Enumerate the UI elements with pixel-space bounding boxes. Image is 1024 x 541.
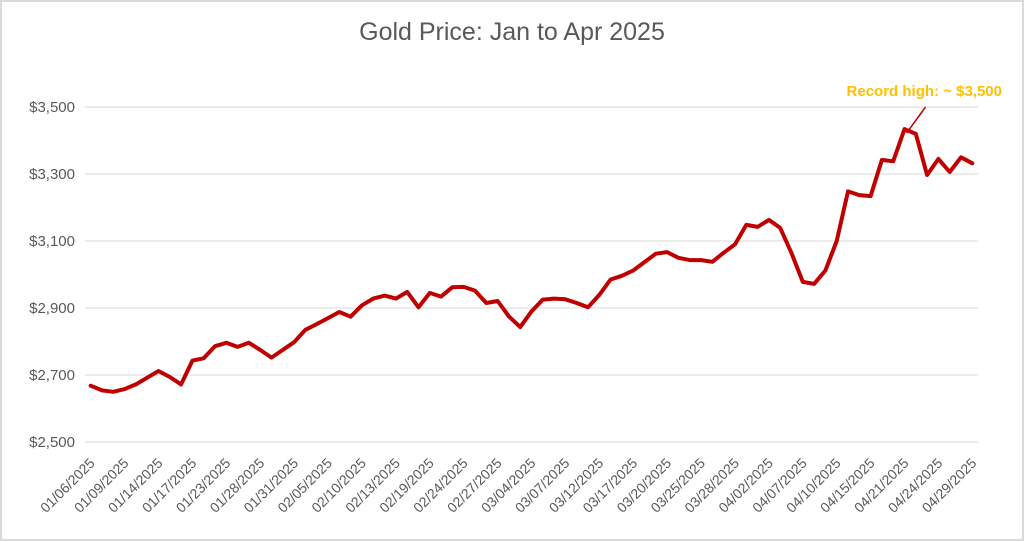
annotation-leader-line bbox=[905, 106, 927, 134]
y-axis-label: $3,500 bbox=[29, 99, 75, 116]
y-axis-label: $3,300 bbox=[29, 166, 75, 183]
record-high-annotation: Record high: ~ $3,500 bbox=[846, 83, 1002, 100]
y-axis-label: $3,100 bbox=[29, 233, 75, 250]
y-axis-label: $2,700 bbox=[29, 367, 75, 384]
chart-title: Gold Price: Jan to Apr 2025 bbox=[359, 18, 665, 46]
gold-price-line bbox=[88, 127, 975, 394]
y-axis-label: $2,900 bbox=[29, 300, 75, 317]
y-axis-label: $2,500 bbox=[29, 434, 75, 451]
